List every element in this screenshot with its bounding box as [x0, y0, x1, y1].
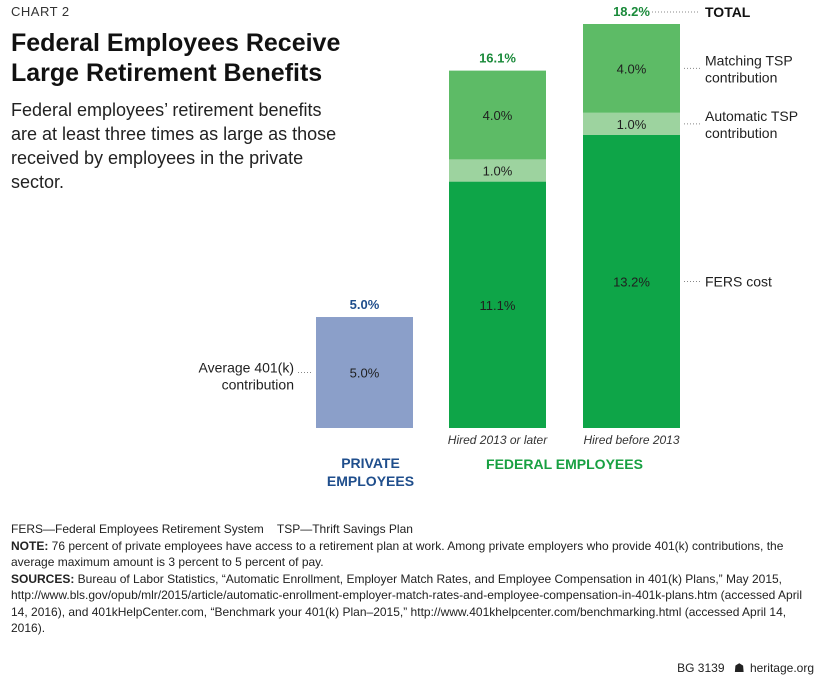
chart-label: CHART 2 — [11, 4, 70, 19]
total-legend: TOTAL — [705, 4, 751, 20]
segment-label: 4.0% — [617, 61, 647, 76]
note-label: NOTE: — [11, 538, 49, 553]
segment-label: 1.0% — [483, 164, 513, 179]
bar-segment — [449, 70, 546, 160]
legend-label: Matching TSP — [705, 52, 793, 68]
bar-segment — [583, 24, 680, 113]
segment-label: 5.0% — [350, 366, 380, 381]
category-label: Hired before 2013 — [583, 433, 679, 447]
segment-label: 1.0% — [617, 117, 647, 132]
legend-label: contribution — [705, 125, 777, 141]
building-icon: ☗ — [733, 661, 745, 675]
credit-site: heritage.org — [749, 661, 814, 675]
sources-text: Bureau of Labor Statistics, “Automatic E… — [11, 571, 803, 636]
segment-label: 4.0% — [483, 108, 513, 123]
legend-label: contribution — [705, 69, 777, 85]
chart-title: Federal Employees Receive Large Retireme… — [11, 29, 341, 87]
bar-segment — [583, 134, 680, 428]
bar-segment — [583, 112, 680, 135]
segment-label: 11.1% — [480, 298, 516, 313]
sources-label: SOURCES: — [11, 571, 75, 586]
total-label: 5.0% — [350, 297, 380, 312]
bar-segment — [449, 159, 546, 182]
chart-subtitle: Federal employees’ retirement benefits a… — [11, 100, 337, 192]
stacked-bar-chart: 5.0% 5.0% 11.1% 1.0% 4.0% 16.1% Hired 2013 or … — [199, 4, 799, 489]
legend-label: FERS cost — [705, 273, 772, 289]
bar-segment — [449, 181, 546, 428]
legend-label: Automatic TSP — [705, 108, 798, 124]
total-label: 18.2% — [613, 4, 650, 19]
category-label: Hired 2013 or later — [448, 433, 548, 447]
legend-label: Average 401(k) — [199, 360, 294, 376]
footnotes: FERS—Federal Employees Retirement System… — [11, 521, 816, 637]
bar-segment — [316, 317, 413, 428]
legend-label: contribution — [222, 377, 294, 393]
abbreviations-note: FERS—Federal Employees Retirement System… — [11, 522, 413, 536]
credit-line: BG 3139 ☗ heritage.org — [677, 661, 814, 675]
sources-paragraph: SOURCES: Bureau of Labor Statistics, “Au… — [11, 571, 816, 637]
segment-label: 13.2% — [613, 274, 650, 289]
group-label: FEDERAL EMPLOYEES — [486, 456, 643, 472]
group-label: PRIVATE — [341, 455, 400, 471]
group-label: EMPLOYEES — [327, 473, 414, 489]
note-text: 76 percent of private employees have acc… — [11, 538, 784, 570]
total-label: 16.1% — [479, 51, 516, 66]
credit-id: BG 3139 — [677, 661, 725, 675]
note-paragraph: NOTE: 76 percent of private employees ha… — [11, 538, 816, 571]
